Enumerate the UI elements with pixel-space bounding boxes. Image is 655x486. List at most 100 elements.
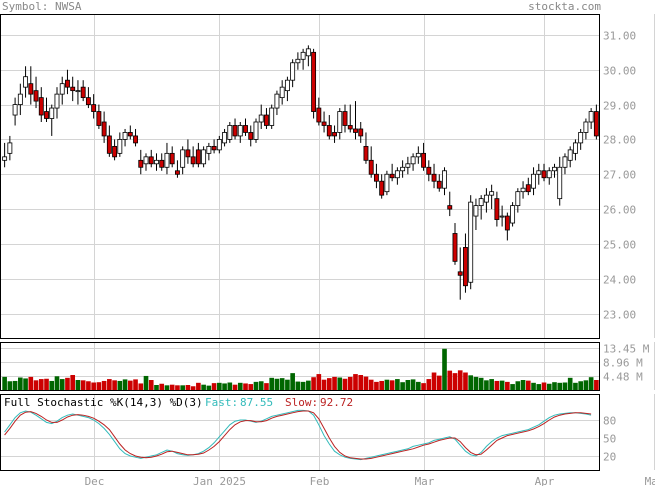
volume-bar — [38, 379, 44, 390]
candle-body — [23, 76, 29, 88]
candle-body — [174, 170, 180, 175]
candle-body — [190, 156, 196, 165]
volume-bar — [573, 382, 578, 390]
panel-frame-1 — [0, 342, 600, 391]
volume-bar — [531, 382, 536, 390]
candle-body — [552, 166, 557, 172]
candle-body — [75, 90, 81, 93]
volume-bar — [91, 382, 96, 390]
candle-body — [499, 215, 505, 218]
candle-body — [389, 173, 395, 179]
candle-body — [478, 198, 484, 207]
candle-body — [457, 271, 463, 276]
symbol-header: Symbol: NWSA — [2, 0, 81, 13]
volume-bar — [285, 379, 290, 390]
candle-body — [368, 159, 374, 175]
candle-body — [504, 215, 510, 231]
volume-bar — [410, 379, 416, 390]
y-tick-label: 23.00 — [603, 309, 636, 322]
stoch-fast-label: Fast: — [205, 396, 238, 409]
brand-header[interactable]: stockta.com — [528, 0, 601, 13]
volume-bar — [18, 377, 23, 390]
volume-bar — [295, 381, 301, 390]
volume-bar — [473, 376, 479, 390]
volume-bar — [478, 377, 484, 390]
y-tick-label: 28.00 — [603, 134, 636, 147]
volume-bar — [148, 380, 154, 390]
volume-bar — [536, 384, 542, 390]
candle-body — [185, 149, 191, 158]
volume-bar — [316, 374, 322, 390]
price-panel — [2, 45, 599, 300]
candle-body — [405, 163, 411, 168]
x-tick-label: Apr — [535, 475, 555, 486]
candle-body — [332, 132, 337, 137]
volume-bar — [442, 348, 447, 390]
candle-body — [164, 152, 170, 168]
volume-bar — [588, 377, 594, 390]
volume-bar — [306, 380, 311, 390]
candle-body — [321, 121, 327, 126]
stoch-tick-label: 80 — [603, 415, 616, 428]
volume-bar — [122, 379, 128, 390]
volume-bar — [28, 376, 34, 390]
volume-bar — [562, 382, 568, 390]
candle-body — [269, 107, 275, 126]
candle-body — [379, 180, 385, 196]
volume-bar — [337, 377, 343, 390]
volume-bar — [326, 378, 332, 390]
candle-body — [49, 107, 55, 119]
volume-bar — [405, 380, 411, 390]
brand-link[interactable]: stockta.com — [528, 0, 601, 13]
volume-bar — [12, 380, 18, 390]
volume-bar — [112, 380, 117, 390]
volume-bar — [384, 379, 390, 390]
candle-body — [133, 135, 138, 144]
candle-body — [101, 121, 107, 137]
volume-bar — [101, 380, 107, 390]
x-tick-label: Feb — [310, 475, 330, 486]
candle-body — [54, 93, 60, 109]
x-tick-label: Dec — [85, 475, 105, 486]
candle-body — [300, 51, 306, 60]
volume-bar — [421, 383, 426, 390]
candle-body — [279, 86, 285, 99]
candle-body — [70, 86, 76, 92]
candle-body — [572, 142, 578, 154]
volume-bar — [347, 376, 353, 390]
candle-body — [80, 86, 86, 99]
candle-body — [384, 173, 390, 193]
candle-body — [326, 125, 332, 137]
volume-bar — [175, 385, 180, 390]
stoch-tick-label: 50 — [603, 433, 616, 446]
candle-body — [342, 111, 348, 126]
volume-bar — [436, 375, 442, 390]
candle-body — [557, 166, 563, 200]
candle-body — [531, 173, 536, 189]
candle-body — [541, 170, 547, 179]
candle-body — [583, 121, 589, 133]
candle-body — [436, 180, 442, 189]
volume-bar — [206, 385, 212, 390]
volume-bar — [279, 378, 285, 390]
volume-bar — [227, 382, 233, 390]
candle-body — [483, 194, 489, 203]
candle-body — [410, 156, 416, 165]
candle-body — [206, 145, 212, 154]
candle-body — [138, 159, 144, 168]
volume-bar — [264, 383, 269, 390]
y-tick-label: 30.00 — [603, 65, 636, 78]
candle-body — [311, 51, 317, 112]
volume-bar — [196, 382, 201, 390]
candle-body — [415, 152, 421, 158]
volume-bar — [431, 372, 437, 390]
volume-bar — [258, 381, 264, 390]
volume-bar — [70, 375, 76, 390]
volume-bar — [379, 380, 384, 390]
candle-body — [588, 111, 594, 123]
volume-bar — [117, 380, 123, 390]
candle-body — [452, 233, 458, 262]
volume-bar — [541, 382, 547, 390]
volume-bar — [127, 380, 133, 390]
